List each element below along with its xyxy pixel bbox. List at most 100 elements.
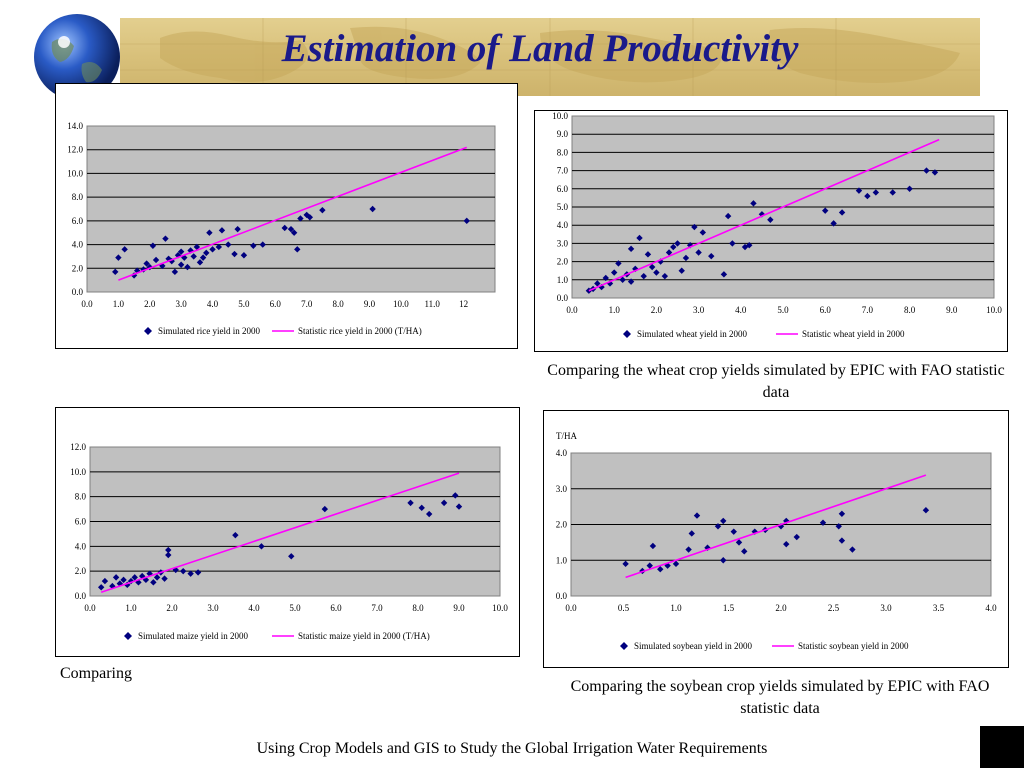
data-point [153, 574, 161, 581]
x-tick-label: 11.0 [425, 299, 441, 309]
data-point [665, 249, 673, 256]
data-point [319, 206, 326, 214]
legend-marker-swatch [623, 330, 631, 338]
x-tick-label: 12 [459, 299, 468, 309]
x-tick-label: 0.0 [565, 603, 577, 613]
data-point [234, 225, 241, 233]
data-point [177, 248, 185, 255]
y-tick-label: 0.0 [72, 287, 84, 297]
x-tick-label: 9.0 [364, 299, 376, 309]
y-tick-label: 14.0 [67, 121, 83, 131]
data-point [193, 243, 201, 251]
data-point [131, 574, 138, 581]
data-point [793, 533, 800, 541]
data-point [190, 253, 197, 260]
page-title: Estimation of Land Productivity [281, 27, 799, 70]
data-point [199, 254, 207, 261]
x-tick-label: 2.0 [166, 603, 178, 613]
data-point [225, 241, 232, 248]
x-tick-label: 5.0 [777, 305, 789, 315]
data-point [109, 582, 116, 590]
y-tick-label: 6.0 [75, 517, 87, 527]
data-point [602, 274, 609, 282]
data-point [455, 503, 463, 510]
legend-marker-swatch [144, 327, 152, 335]
data-point [657, 258, 664, 265]
legend-label: Simulated wheat yield in 2000 [637, 329, 747, 339]
data-point [97, 584, 105, 591]
y-tick-label: 12.0 [70, 442, 86, 452]
data-point [259, 241, 266, 248]
x-tick-label: 4.0 [985, 603, 997, 613]
data-point [112, 268, 119, 276]
y-tick-label: 4.0 [557, 220, 569, 230]
data-point [923, 167, 930, 174]
x-tick-label: 0.0 [81, 299, 93, 309]
y-tick-label: 0.0 [75, 591, 87, 601]
data-point [294, 246, 301, 253]
data-point [407, 499, 414, 507]
y-tick-label: 4.0 [75, 541, 87, 551]
globe-icon [34, 14, 120, 100]
rice-yield-chart: 0.0 2.0 4.0 6.0 8.0 10.0 12.0 14.0 0.0 1.0 2.0 3.0 4… [67, 121, 496, 336]
y-tick-label: 10.0 [552, 111, 568, 121]
x-tick-label: 3.5 [933, 603, 945, 613]
data-point [735, 539, 743, 546]
y-tick-label: 10.0 [70, 467, 86, 477]
data-point [418, 504, 425, 512]
x-tick-label: 10.0 [986, 305, 1002, 315]
data-point [209, 246, 216, 253]
x-tick-label: 1.5 [723, 603, 735, 613]
x-tick-label: 8.0 [332, 299, 344, 309]
x-tick-label: 0.5 [618, 603, 630, 613]
y-tick-label: 6.0 [557, 184, 569, 194]
data-point [143, 260, 150, 267]
maize-chart-panel: 0.0 2.0 4.0 6.0 8.0 10.0 12.0 0.0 1.0 2.0 3.0 4.0 5.… [55, 407, 520, 657]
y-tick-label: 5.0 [557, 202, 569, 212]
data-point [149, 242, 157, 249]
data-point [112, 574, 120, 581]
x-tick-label: 2.0 [144, 299, 156, 309]
data-point [187, 570, 194, 577]
soybean-yield-chart: 0.0 1.0 2.0 3.0 4.0 0.0 0.5 1.0 1.5 2.0 2.5 3.0 3.5 4… [556, 431, 997, 651]
wheat-yield-chart: 0.0 1.0 2.0 3.0 4.0 5.0 6.0 7.0 8.0 9.0 10.0 0.0 1.0… [552, 111, 1002, 339]
y-tick-label: 2.0 [556, 520, 568, 530]
wheat-chart-panel: 0.0 1.0 2.0 3.0 4.0 5.0 6.0 7.0 8.0 9.0 10.0 0.0 1.0… [534, 110, 1008, 352]
x-tick-label: 10.0 [492, 603, 508, 613]
series-line-rice [118, 146, 468, 281]
data-point [218, 227, 226, 234]
data-point [594, 280, 601, 287]
data-point [287, 225, 295, 233]
x-tick-label: 5.0 [289, 603, 301, 613]
data-point [452, 492, 459, 499]
data-point [678, 267, 685, 274]
data-point [150, 579, 157, 586]
data-point [835, 523, 842, 530]
data-point [152, 256, 160, 264]
x-tick-label: 7.0 [301, 299, 313, 309]
data-point [720, 557, 727, 564]
slide-corner-block [980, 726, 1024, 768]
data-point [215, 243, 223, 251]
plot-area [86, 125, 496, 293]
maize-caption: Comparing [60, 665, 132, 682]
data-point [440, 499, 448, 507]
y-tick-label: 3.0 [556, 484, 568, 494]
y-tick-label: 8.0 [72, 192, 84, 202]
y-axis-label: T/HA [556, 431, 577, 441]
data-point [115, 254, 122, 261]
data-point [648, 263, 656, 271]
y-tick-label: 4.0 [72, 240, 84, 250]
y-tick-label: 7.0 [557, 166, 569, 176]
data-point [693, 512, 701, 519]
wheat-caption: Comparing the wheat crop yields simulate… [547, 362, 1005, 401]
legend-label: Simulated maize yield in 2000 [138, 631, 248, 641]
data-point [161, 575, 168, 582]
x-tick-label: 3.0 [176, 299, 188, 309]
x-tick-label: 1.0 [609, 305, 621, 315]
data-point [121, 246, 128, 253]
data-point [321, 505, 329, 513]
x-tick-label: 6.0 [330, 603, 342, 613]
data-point [463, 217, 470, 225]
y-tick-label: 12.0 [67, 145, 83, 155]
